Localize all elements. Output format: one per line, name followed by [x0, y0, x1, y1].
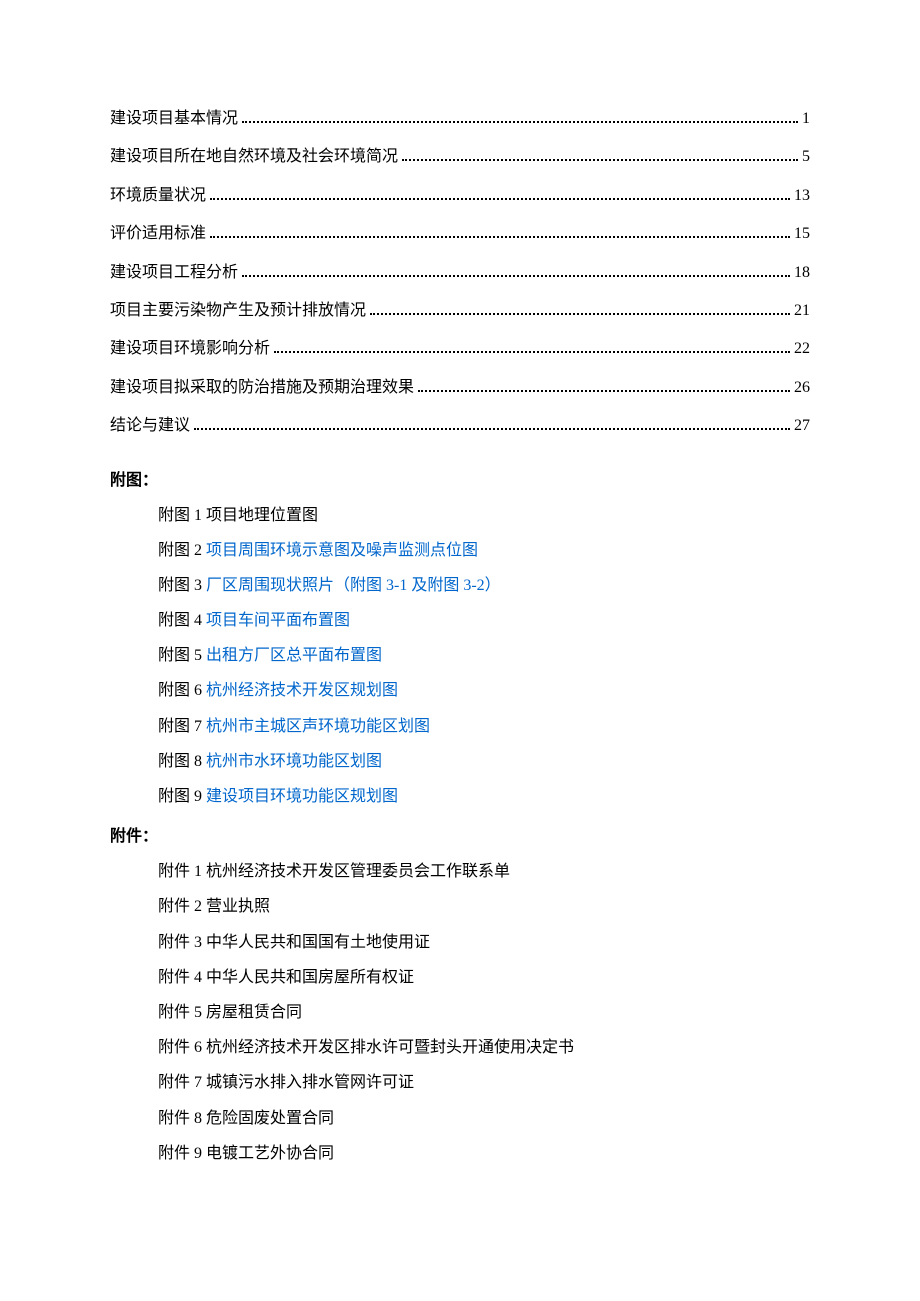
toc-label: 建设项目所在地自然环境及社会环境简况	[110, 138, 398, 176]
toc-leader-dots	[242, 275, 790, 277]
toc-page-number: 5	[802, 138, 810, 176]
toc-leader-dots	[274, 351, 790, 353]
toc-page-number: 1	[802, 100, 810, 138]
attachment-item: 附件 8 危险固废处置合同	[158, 1101, 810, 1136]
attachment-prefix: 附件 2	[158, 898, 206, 915]
toc-page-number: 22	[794, 330, 810, 368]
toc-page-number: 13	[794, 177, 810, 215]
toc-leader-dots	[210, 236, 790, 238]
attachment-title: 房屋租赁合同	[206, 1004, 302, 1021]
attachment-title: 杭州经济技术开发区管理委员会工作联系单	[206, 863, 510, 880]
attachment-prefix: 附件 3	[158, 934, 206, 951]
attachment-prefix: 附件 5	[158, 1004, 206, 1021]
figure-item[interactable]: 附图 7 杭州市主城区声环境功能区划图	[158, 709, 810, 744]
toc-entry[interactable]: 建设项目工程分析 18	[110, 254, 810, 292]
figure-item[interactable]: 附图 5 出租方厂区总平面布置图	[158, 638, 810, 673]
toc-leader-dots	[242, 121, 798, 123]
figure-prefix: 附图 6	[158, 682, 206, 699]
toc-entry[interactable]: 建设项目所在地自然环境及社会环境简况 5	[110, 138, 810, 176]
toc-leader-dots	[194, 428, 790, 430]
attachment-title: 中华人民共和国国有土地使用证	[206, 934, 430, 951]
toc-leader-dots	[370, 313, 790, 315]
attachments-heading: 附件：	[110, 822, 810, 846]
attachment-item: 附件 6 杭州经济技术开发区排水许可暨封头开通使用决定书	[158, 1030, 810, 1065]
attachment-prefix: 附件 9	[158, 1145, 206, 1162]
toc-page-number: 27	[794, 407, 810, 445]
figure-item: 附图 1 项目地理位置图	[158, 498, 810, 533]
attachment-title: 电镀工艺外协合同	[206, 1145, 334, 1162]
toc-leader-dots	[402, 159, 798, 161]
toc-entry[interactable]: 项目主要污染物产生及预计排放情况 21	[110, 292, 810, 330]
toc-entry[interactable]: 建设项目基本情况 1	[110, 100, 810, 138]
attachment-title: 危险固废处置合同	[206, 1110, 334, 1127]
attachment-item: 附件 4 中华人民共和国房屋所有权证	[158, 960, 810, 995]
toc-label: 评价适用标准	[110, 215, 206, 253]
attachment-item: 附件 2 营业执照	[158, 889, 810, 924]
attachment-item: 附件 3 中华人民共和国国有土地使用证	[158, 925, 810, 960]
toc-page-number: 26	[794, 369, 810, 407]
figure-prefix: 附图 5	[158, 647, 206, 664]
figure-prefix: 附图 2	[158, 542, 206, 559]
figure-title: 项目地理位置图	[206, 507, 318, 524]
attachment-title: 营业执照	[206, 898, 270, 915]
figure-item[interactable]: 附图 8 杭州市水环境功能区划图	[158, 744, 810, 779]
attachment-title: 城镇污水排入排水管网许可证	[206, 1074, 414, 1091]
toc-label: 项目主要污染物产生及预计排放情况	[110, 292, 366, 330]
toc-entry[interactable]: 建设项目环境影响分析 22	[110, 330, 810, 368]
figure-prefix: 附图 8	[158, 753, 206, 770]
toc-entry[interactable]: 结论与建议 27	[110, 407, 810, 445]
toc-leader-dots	[418, 390, 790, 392]
figure-item[interactable]: 附图 6 杭州经济技术开发区规划图	[158, 673, 810, 708]
figures-list: 附图 1 项目地理位置图附图 2 项目周围环境示意图及噪声监测点位图附图 3 厂…	[110, 498, 810, 815]
attachment-title: 杭州经济技术开发区排水许可暨封头开通使用决定书	[206, 1039, 574, 1056]
figure-prefix: 附图 4	[158, 612, 206, 629]
toc-entry[interactable]: 环境质量状况 13	[110, 177, 810, 215]
attachment-prefix: 附件 7	[158, 1074, 206, 1091]
figure-title[interactable]: 项目车间平面布置图	[206, 612, 350, 629]
attachment-item: 附件 5 房屋租赁合同	[158, 995, 810, 1030]
figure-item[interactable]: 附图 4 项目车间平面布置图	[158, 603, 810, 638]
attachment-item: 附件 1 杭州经济技术开发区管理委员会工作联系单	[158, 854, 810, 889]
figure-item[interactable]: 附图 3 厂区周围现状照片（附图 3-1 及附图 3-2）	[158, 568, 810, 603]
toc-label: 建设项目环境影响分析	[110, 330, 270, 368]
toc-label: 建设项目拟采取的防治措施及预期治理效果	[110, 369, 414, 407]
attachment-prefix: 附件 8	[158, 1110, 206, 1127]
attachment-prefix: 附件 1	[158, 863, 206, 880]
figure-title[interactable]: 杭州市水环境功能区划图	[206, 753, 382, 770]
toc-entry[interactable]: 评价适用标准 15	[110, 215, 810, 253]
attachment-prefix: 附件 4	[158, 969, 206, 986]
attachment-item: 附件 9 电镀工艺外协合同	[158, 1136, 810, 1171]
figure-item[interactable]: 附图 9 建设项目环境功能区规划图	[158, 779, 810, 814]
figure-prefix: 附图 9	[158, 788, 206, 805]
attachment-prefix: 附件 6	[158, 1039, 206, 1056]
toc-label: 建设项目基本情况	[110, 100, 238, 138]
toc-page-number: 21	[794, 292, 810, 330]
attachments-list: 附件 1 杭州经济技术开发区管理委员会工作联系单附件 2 营业执照附件 3 中华…	[110, 854, 810, 1171]
attachment-title: 中华人民共和国房屋所有权证	[206, 969, 414, 986]
toc-entry[interactable]: 建设项目拟采取的防治措施及预期治理效果 26	[110, 369, 810, 407]
figure-title[interactable]: 建设项目环境功能区规划图	[206, 788, 398, 805]
figure-title[interactable]: 杭州市主城区声环境功能区划图	[206, 718, 430, 735]
table-of-contents: 建设项目基本情况1建设项目所在地自然环境及社会环境简况5环境质量状况13评价适用…	[110, 100, 810, 446]
figure-prefix: 附图 3	[158, 577, 206, 594]
toc-leader-dots	[210, 198, 790, 200]
figure-title[interactable]: 杭州经济技术开发区规划图	[206, 682, 398, 699]
figure-item[interactable]: 附图 2 项目周围环境示意图及噪声监测点位图	[158, 533, 810, 568]
figure-title[interactable]: 厂区周围现状照片（附图 3-1 及附图 3-2）	[206, 577, 501, 594]
figures-heading: 附图：	[110, 466, 810, 490]
attachment-item: 附件 7 城镇污水排入排水管网许可证	[158, 1065, 810, 1100]
toc-page-number: 18	[794, 254, 810, 292]
toc-label: 建设项目工程分析	[110, 254, 238, 292]
toc-page-number: 15	[794, 215, 810, 253]
figure-title[interactable]: 项目周围环境示意图及噪声监测点位图	[206, 542, 478, 559]
toc-label: 结论与建议	[110, 407, 190, 445]
toc-label: 环境质量状况	[110, 177, 206, 215]
figure-title[interactable]: 出租方厂区总平面布置图	[206, 647, 382, 664]
figure-prefix: 附图 1	[158, 507, 206, 524]
figure-prefix: 附图 7	[158, 718, 206, 735]
